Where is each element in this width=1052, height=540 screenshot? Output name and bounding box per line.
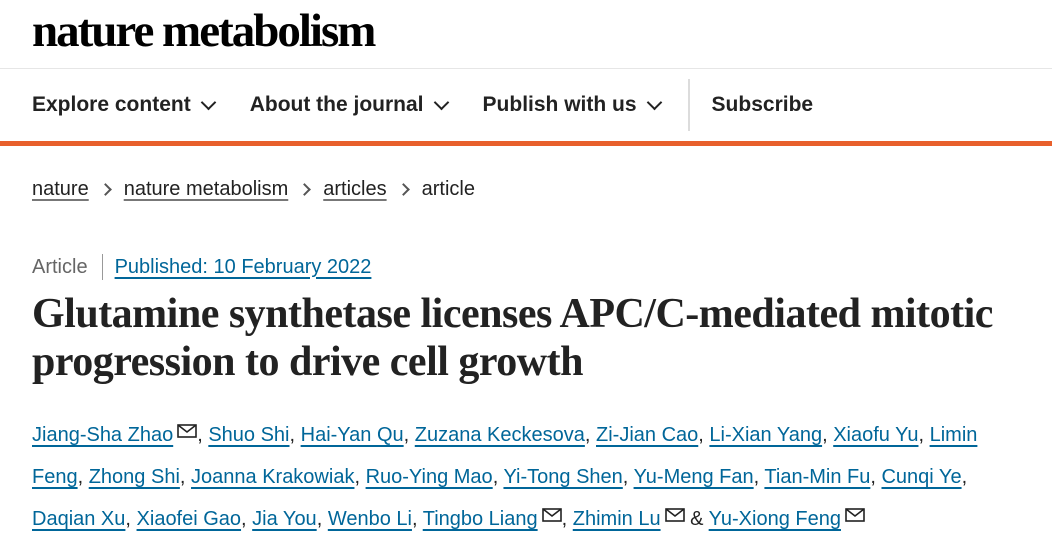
author-link[interactable]: Jia You: [252, 508, 317, 530]
author-separator: ,: [289, 424, 301, 446]
article-meta: Article Published: 10 February 2022: [32, 254, 371, 280]
author-link[interactable]: Shuo Shi: [208, 424, 290, 446]
breadcrumb-articles[interactable]: articles: [323, 178, 387, 200]
author-item: Li-Xian Yang: [709, 424, 822, 446]
author-link[interactable]: Wenbo Li: [327, 508, 412, 530]
author-link[interactable]: Joanna Krakowiak: [191, 466, 355, 488]
author-item: Zhong Shi: [89, 466, 180, 488]
author-item: Hai-Yan Qu: [301, 424, 404, 446]
author-separator: ,: [698, 424, 710, 446]
subscribe-link[interactable]: Subscribe: [711, 93, 814, 116]
nav-about-the-journal-label: About the journal: [249, 93, 424, 116]
author-separator: ,: [411, 508, 423, 530]
author-link[interactable]: Yu-Meng Fan: [633, 466, 754, 488]
chevron-right-icon: [298, 183, 312, 196]
nav-divider: [687, 79, 690, 131]
published-date-link[interactable]: Published: 10 February 2022: [114, 255, 372, 278]
author-conjunction: &: [684, 508, 709, 530]
author-link[interactable]: Tian-Min Fu: [764, 466, 871, 488]
author-link[interactable]: Hai-Yan Qu: [300, 424, 404, 446]
author-separator: ,: [241, 508, 253, 530]
author-separator: ,: [822, 424, 834, 446]
nav-publish-with-us-label: Publish with us: [482, 93, 637, 116]
author-link[interactable]: Zhong Shi: [88, 466, 180, 488]
author-link[interactable]: Limin Feng: [32, 424, 978, 488]
author-separator: ,: [179, 466, 192, 488]
main-navigation: Explore content About the journal Publis…: [0, 69, 1052, 146]
article-type: Article: [32, 255, 88, 278]
author-item: Xiaofu Yu: [833, 424, 918, 446]
author-link[interactable]: Ruo-Ying Mao: [365, 466, 493, 488]
author-separator: ,: [753, 466, 765, 488]
author-link[interactable]: Zhimin Lu: [572, 508, 661, 530]
meta-divider: [101, 254, 103, 280]
author-separator: ,: [584, 424, 596, 446]
author-item: Shuo Shi: [208, 424, 289, 446]
author-item: Ruo-Ying Mao: [366, 466, 493, 488]
chevron-down-icon: [200, 94, 216, 110]
author-item: Daqian Xu: [32, 508, 125, 530]
author-item: Zuzana Keckesova: [415, 424, 585, 446]
breadcrumb-nature-metabolism[interactable]: nature metabolism: [123, 178, 289, 200]
author-separator: ,: [354, 466, 366, 488]
chevron-down-icon: [646, 94, 662, 110]
author-link[interactable]: Li-Xian Yang: [709, 424, 823, 446]
author-item: Yu-Meng Fan: [634, 466, 754, 488]
breadcrumb: nature nature metabolism articles articl…: [32, 178, 475, 201]
author-item: Tingbo Liang: [423, 508, 562, 530]
nav-explore-content-label: Explore content: [32, 93, 191, 116]
breadcrumb-current: article: [421, 178, 475, 200]
author-item: Tian-Min Fu: [764, 466, 870, 488]
chevron-right-icon: [396, 183, 410, 196]
author-link[interactable]: Xiaofu Yu: [833, 424, 919, 446]
nav-about-the-journal[interactable]: About the journal: [249, 69, 449, 141]
author-link[interactable]: Yu-Xiong Feng: [708, 508, 841, 530]
author-link[interactable]: Zi-Jian Cao: [596, 424, 699, 446]
author-separator: ,: [403, 424, 415, 446]
author-item: Jia You: [252, 508, 317, 530]
author-link[interactable]: Jiang-Sha Zhao: [32, 424, 174, 446]
author-separator: ,: [125, 508, 137, 530]
author-item: Xiaofei Gao: [137, 508, 242, 530]
author-separator: ,: [197, 424, 209, 446]
site-header: nature metabolism: [0, 0, 1052, 69]
mail-icon[interactable]: [664, 508, 685, 522]
author-item: Zi-Jian Cao: [596, 424, 698, 446]
author-item: Wenbo Li: [328, 508, 412, 530]
author-link[interactable]: Cunqi Ye: [881, 466, 962, 488]
author-item: Yu-Xiong Feng: [709, 508, 865, 530]
author-separator: ,: [492, 466, 504, 488]
author-item: Joanna Krakowiak: [191, 466, 354, 488]
chevron-right-icon: [98, 183, 112, 196]
nav-explore-content[interactable]: Explore content: [32, 69, 216, 141]
author-link[interactable]: Yi-Tong Shen: [503, 466, 623, 488]
author-separator: ,: [961, 466, 968, 488]
author-separator: ,: [316, 508, 328, 530]
author-link[interactable]: Tingbo Liang: [422, 508, 538, 530]
author-list: Jiang-Sha Zhao, Shuo Shi, Hai-Yan Qu, Zu…: [32, 414, 1032, 540]
mail-icon[interactable]: [177, 424, 198, 438]
author-separator: ,: [77, 466, 89, 488]
author-separator: ,: [918, 424, 930, 446]
author-separator: ,: [561, 508, 573, 530]
author-link[interactable]: Daqian Xu: [32, 508, 126, 530]
nav-publish-with-us[interactable]: Publish with us: [482, 69, 662, 141]
author-item: Limin Feng: [32, 424, 977, 488]
author-item: Cunqi Ye: [881, 466, 961, 488]
author-separator: ,: [622, 466, 634, 488]
breadcrumb-nature[interactable]: nature: [32, 178, 89, 200]
author-item: Zhimin Lu: [573, 508, 685, 530]
journal-logo[interactable]: nature metabolism: [32, 5, 376, 57]
author-item: Jiang-Sha Zhao: [32, 424, 198, 446]
mail-icon[interactable]: [845, 508, 865, 522]
article-title: Glutamine synthetase licenses APC/C-medi…: [32, 291, 993, 385]
author-link[interactable]: Xiaofei Gao: [136, 508, 242, 530]
author-item: Yi-Tong Shen: [503, 466, 622, 488]
author-separator: ,: [870, 466, 882, 488]
chevron-down-icon: [433, 94, 449, 110]
author-link[interactable]: Zuzana Keckesova: [414, 424, 585, 446]
mail-icon[interactable]: [541, 508, 562, 522]
